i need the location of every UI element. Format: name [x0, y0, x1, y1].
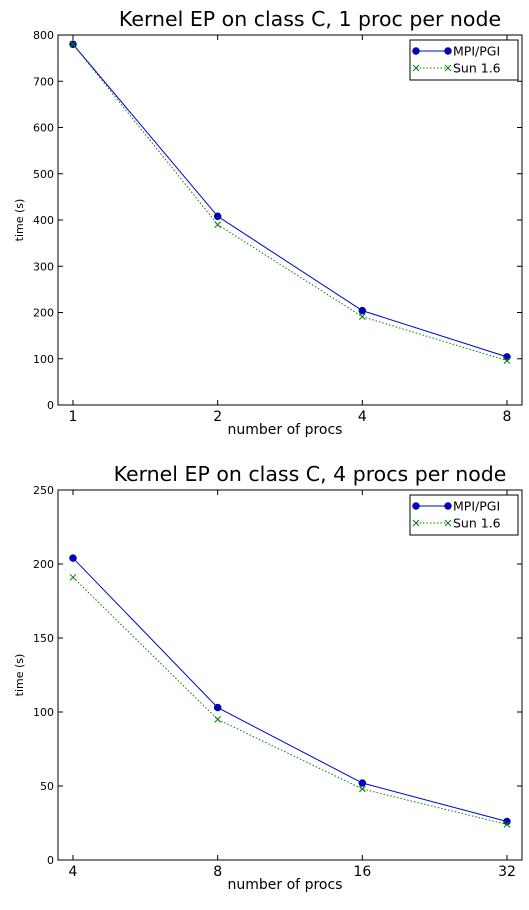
legend-label: MPI/PGI: [453, 499, 500, 514]
legend-label: Sun 1.6: [453, 61, 501, 76]
y-tick-label: 700: [33, 75, 54, 88]
y-tick-label: 150: [33, 632, 54, 645]
chart-kernel-ep-1-proc: Kernel EP on class C, 1 proc per node 0 10…: [13, 7, 523, 438]
legend-marker: [444, 47, 452, 55]
data-point-marker: [213, 703, 222, 712]
x-tick-label: 16: [353, 864, 371, 880]
series-line-mpi-pgi: [72, 557, 508, 823]
y-tick-label: 250: [33, 484, 54, 497]
y-tick-label: 0: [47, 854, 54, 867]
y-axis-label: time (s): [13, 654, 26, 697]
x-axis-label: number of procs: [228, 422, 343, 438]
x-tick-label: 8: [503, 409, 512, 425]
data-point-marker: [69, 573, 77, 581]
data-point-marker: [69, 554, 77, 562]
x-tick-label: 2: [213, 409, 222, 425]
y-tick-label: 400: [33, 214, 54, 227]
series-line-sun-1-6: [72, 576, 508, 825]
legend-box: [409, 494, 519, 536]
legend-box: [409, 39, 519, 81]
y-tick-label: 100: [33, 353, 54, 366]
chart-kernel-ep-4-procs: Kernel EP on class C, 4 procs per node 0 5…: [13, 462, 523, 893]
legend-marker: [412, 502, 420, 510]
data-point-marker: [214, 716, 222, 723]
data-point-marker: [69, 40, 77, 48]
y-axis-label: time (s): [13, 199, 26, 242]
data-point-marker: [503, 353, 511, 361]
data-point-marker: [503, 357, 511, 364]
data-point-marker: [214, 221, 222, 228]
y-tick-label: 800: [33, 29, 54, 42]
chart-title: Kernel EP on class C, 1 proc per node: [119, 7, 501, 31]
x-tick-label: 8: [213, 864, 222, 880]
data-point-marker: [213, 212, 222, 221]
series-line-sun-1-6: [72, 43, 508, 362]
legend-marker: [444, 519, 452, 527]
data-point-marker: [358, 785, 366, 793]
series-line-mpi-pgi: [72, 43, 508, 358]
x-tick-label: 1: [69, 409, 78, 425]
legend-marker: [412, 519, 420, 527]
legend-marker: [412, 64, 420, 72]
y-tick-label: 200: [33, 558, 54, 571]
legend-marker: [444, 502, 452, 510]
legend-marker: [444, 64, 452, 72]
legend: MPI/PGI Sun 1.6: [409, 494, 519, 536]
plot-frame: [57, 489, 523, 861]
y-tick-label: 200: [33, 307, 54, 320]
x-axis-label: number of procs: [228, 877, 343, 893]
data-point-marker: [358, 306, 367, 315]
legend: MPI/PGI Sun 1.6: [409, 39, 519, 81]
x-tick-label: 4: [69, 864, 78, 880]
data-point-marker: [358, 779, 367, 787]
data-point-marker: [358, 313, 366, 321]
x-tick-label: 32: [498, 864, 516, 880]
x-tick-label: 4: [358, 409, 367, 425]
y-tick-label: 50: [40, 780, 54, 793]
legend-label: Sun 1.6: [453, 516, 501, 531]
y-tick-label: 500: [33, 168, 54, 181]
y-tick-label: 100: [33, 706, 54, 719]
y-tick-label: 600: [33, 122, 54, 135]
chart-title: Kernel EP on class C, 4 procs per node: [114, 462, 507, 486]
legend-label: MPI/PGI: [453, 44, 500, 59]
plot-frame: [57, 34, 523, 406]
data-point-marker: [503, 821, 511, 828]
y-tick-label: 300: [33, 260, 54, 273]
y-tick-label: 0: [47, 399, 54, 412]
legend-marker: [412, 47, 420, 55]
